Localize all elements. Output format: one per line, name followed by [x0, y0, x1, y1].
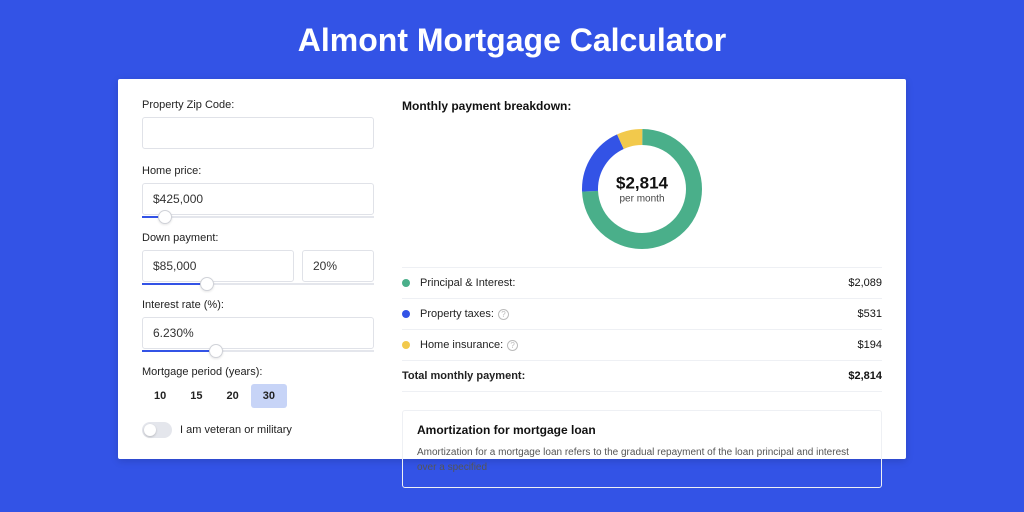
period-option-30[interactable]: 30: [251, 384, 287, 408]
amortization-title: Amortization for mortgage loan: [417, 423, 867, 437]
amortization-box: Amortization for mortgage loan Amortizat…: [402, 410, 882, 488]
veteran-toggle[interactable]: [142, 422, 172, 438]
price-slider-thumb[interactable]: [158, 210, 172, 224]
page-title: Almont Mortgage Calculator: [0, 0, 1024, 79]
legend-label: Principal & Interest:: [420, 277, 848, 289]
zip-label: Property Zip Code:: [142, 99, 374, 111]
legend-label: Home insurance:?: [420, 339, 858, 351]
donut-center-sub: per month: [616, 194, 668, 205]
breakdown-title: Monthly payment breakdown:: [402, 99, 882, 113]
toggle-knob: [144, 424, 156, 436]
rate-field: Interest rate (%):: [142, 299, 374, 352]
legend-value: $2,089: [848, 277, 882, 289]
price-field: Home price:: [142, 165, 374, 218]
period-field: Mortgage period (years): 10152030: [142, 366, 374, 408]
legend-dot: [402, 279, 410, 287]
donut-center-value: $2,814: [616, 174, 668, 194]
legend: Principal & Interest:$2,089Property taxe…: [402, 267, 882, 392]
period-label: Mortgage period (years):: [142, 366, 374, 378]
amortization-text: Amortization for a mortgage loan refers …: [417, 445, 867, 475]
down-slider[interactable]: [142, 283, 374, 285]
total-value: $2,814: [848, 370, 882, 382]
info-icon[interactable]: ?: [507, 340, 518, 351]
price-slider[interactable]: [142, 216, 374, 218]
price-label: Home price:: [142, 165, 374, 177]
price-input[interactable]: [142, 183, 374, 215]
period-option-20[interactable]: 20: [215, 384, 251, 408]
down-pct-input[interactable]: [302, 250, 374, 282]
veteran-label: I am veteran or military: [180, 424, 292, 436]
veteran-row: I am veteran or military: [142, 422, 374, 438]
info-icon[interactable]: ?: [498, 309, 509, 320]
down-slider-thumb[interactable]: [200, 277, 214, 291]
down-field: Down payment:: [142, 232, 374, 285]
legend-label: Property taxes:?: [420, 308, 858, 320]
zip-field: Property Zip Code:: [142, 99, 374, 151]
legend-value: $194: [858, 339, 882, 351]
period-option-10[interactable]: 10: [142, 384, 178, 408]
rate-slider-thumb[interactable]: [209, 344, 223, 358]
legend-total-row: Total monthly payment:$2,814: [402, 361, 882, 392]
donut-chart: $2,814 per month: [582, 129, 702, 249]
legend-row: Home insurance:?$194: [402, 330, 882, 361]
legend-row: Property taxes:?$531: [402, 299, 882, 330]
rate-label: Interest rate (%):: [142, 299, 374, 311]
rate-input[interactable]: [142, 317, 374, 349]
inputs-column: Property Zip Code: Home price: Down paym…: [142, 99, 394, 439]
period-option-15[interactable]: 15: [178, 384, 214, 408]
total-label: Total monthly payment:: [402, 370, 848, 382]
donut-area: $2,814 per month: [402, 123, 882, 267]
breakdown-column: Monthly payment breakdown: $2,814 per mo…: [394, 99, 882, 439]
legend-value: $531: [858, 308, 882, 320]
zip-input[interactable]: [142, 117, 374, 149]
calculator-card: Property Zip Code: Home price: Down paym…: [118, 79, 906, 459]
legend-dot: [402, 341, 410, 349]
down-label: Down payment:: [142, 232, 374, 244]
rate-slider[interactable]: [142, 350, 374, 352]
legend-row: Principal & Interest:$2,089: [402, 268, 882, 299]
down-amount-input[interactable]: [142, 250, 294, 282]
legend-dot: [402, 310, 410, 318]
